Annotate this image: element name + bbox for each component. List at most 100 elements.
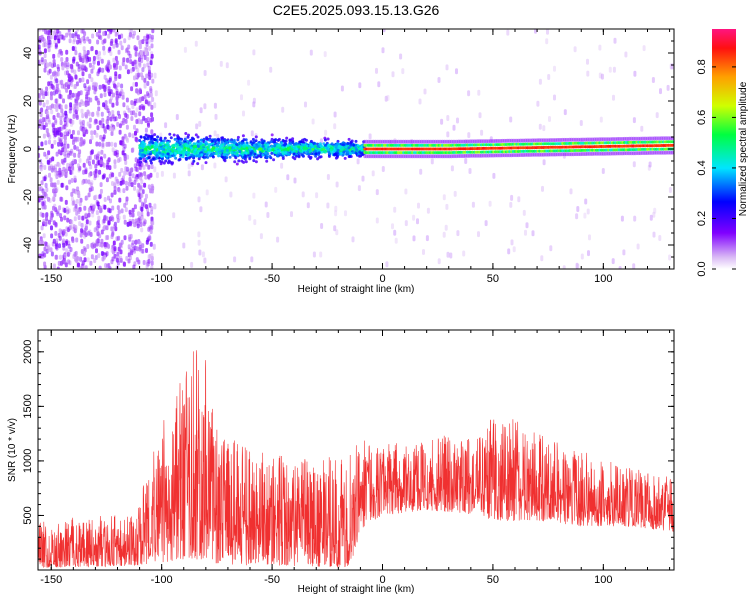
heatmap-cell xyxy=(63,259,67,265)
heatmap-cell xyxy=(351,236,355,243)
heatmap-cell xyxy=(111,172,115,178)
heatmap-cell xyxy=(79,137,83,142)
heatmap-cell xyxy=(89,139,92,145)
heatmap-cell xyxy=(153,145,157,149)
heatmap-cell xyxy=(122,102,126,108)
heatmap-cell xyxy=(236,138,240,142)
heatmap-cell xyxy=(52,124,56,129)
heatmap-cell xyxy=(124,166,128,172)
heatmap-cell xyxy=(54,71,58,77)
heatmap-cell xyxy=(159,136,163,140)
heatmap-cell xyxy=(102,162,106,168)
heatmap-cell xyxy=(94,86,98,92)
x-tick-label: 50 xyxy=(487,574,499,586)
heatmap-cell xyxy=(546,29,549,35)
heatmap-cell xyxy=(272,158,276,162)
heatmap-cell xyxy=(277,143,281,147)
heatmap-cell xyxy=(70,134,74,139)
heatmap-cell xyxy=(50,109,54,115)
heatmap-cell xyxy=(377,81,381,88)
heatmap-cell xyxy=(70,148,74,154)
heatmap-cell xyxy=(55,186,59,192)
heatmap-cell xyxy=(230,151,234,155)
heatmap-cell xyxy=(99,35,103,41)
heatmap-cell xyxy=(71,129,75,135)
heatmap-cell xyxy=(186,135,190,139)
heatmap-cell xyxy=(75,100,79,106)
chart-title: C2E5.2025.093.15.13.G26 xyxy=(273,2,440,18)
heatmap-cell xyxy=(66,152,70,158)
heatmap-cell xyxy=(39,166,43,172)
heatmap-cell xyxy=(225,148,229,152)
heatmap-cell xyxy=(190,153,194,157)
heatmap-cell xyxy=(153,203,157,210)
heatmap-cell xyxy=(151,220,155,226)
heatmap-cell xyxy=(127,107,131,113)
heatmap-cell xyxy=(117,215,121,221)
heatmap-cell xyxy=(104,105,108,111)
heatmap-cell xyxy=(150,253,154,259)
heatmap-cell xyxy=(114,176,118,182)
heatmap-cell xyxy=(95,132,99,138)
heatmap-cell xyxy=(47,243,51,249)
heatmap-cell xyxy=(131,207,135,213)
heatmap-cell xyxy=(84,53,88,59)
heatmap-cell xyxy=(131,173,135,179)
heatmap-cell xyxy=(141,67,145,73)
heatmap-cell xyxy=(90,77,94,83)
heatmap-cell xyxy=(104,263,108,268)
heatmap-cell xyxy=(82,46,86,52)
heatmap-cell xyxy=(117,74,121,79)
heatmap-cell xyxy=(87,86,91,92)
heatmap-cell xyxy=(158,151,162,155)
heatmap-cell xyxy=(194,40,198,47)
heatmap-cell xyxy=(477,231,480,238)
heatmap-cell xyxy=(196,162,200,166)
heatmap-cells xyxy=(38,29,674,269)
heatmap-cell xyxy=(576,206,580,212)
heatmap-cell xyxy=(103,204,107,210)
heatmap-cell xyxy=(52,115,56,120)
heatmap-cell xyxy=(64,170,68,176)
heatmap-cell xyxy=(445,64,449,71)
heatmap-cell xyxy=(98,120,102,126)
heatmap-cell xyxy=(393,206,397,213)
heatmap-cell xyxy=(78,256,82,262)
heatmap-cell xyxy=(104,100,108,106)
heatmap-cell xyxy=(375,189,379,196)
heatmap-cell xyxy=(84,223,88,229)
heatmap-cell xyxy=(50,210,54,216)
heatmap-cell xyxy=(160,160,164,164)
heatmap-cell xyxy=(133,185,136,191)
heatmap-cell xyxy=(172,212,176,219)
heatmap-cell xyxy=(130,182,134,188)
heatmap-cell xyxy=(477,89,481,96)
heatmap-cell xyxy=(187,163,191,170)
heatmap-cell xyxy=(111,110,115,115)
heatmap-cell xyxy=(449,252,453,259)
heatmap-cell xyxy=(63,124,67,130)
heatmap-cell xyxy=(55,238,59,244)
heatmap-cell xyxy=(187,148,191,152)
heatmap-cell xyxy=(153,102,157,109)
heatmap-cell xyxy=(81,63,85,69)
heatmap-cell xyxy=(412,214,416,221)
heatmap-cell xyxy=(74,50,78,56)
heatmap-cell xyxy=(121,91,125,97)
heatmap-cell xyxy=(624,51,628,58)
heatmap-cell xyxy=(113,186,117,191)
heatmap-cell xyxy=(538,123,542,130)
heatmap-cell xyxy=(103,92,107,98)
heatmap-cell xyxy=(123,170,127,176)
heatmap-cell xyxy=(133,222,137,228)
heatmap-cell xyxy=(145,248,148,253)
heatmap-cell xyxy=(181,155,185,159)
heatmap-cell xyxy=(456,117,459,124)
heatmap-cell xyxy=(43,165,47,170)
heatmap-cell xyxy=(116,181,120,186)
heatmap-cell xyxy=(147,226,151,232)
heatmap-cell xyxy=(228,146,232,150)
heatmap-cell xyxy=(60,57,64,62)
heatmap-cell xyxy=(42,133,46,139)
heatmap-cell xyxy=(42,233,46,239)
